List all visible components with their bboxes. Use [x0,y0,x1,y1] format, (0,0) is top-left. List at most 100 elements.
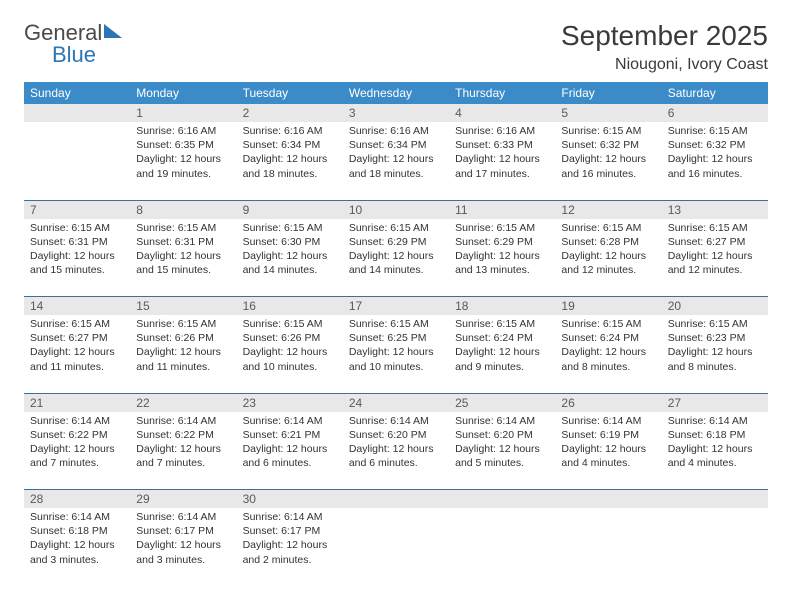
weekday-header: Thursday [449,82,555,104]
sunrise-line: Sunrise: 6:15 AM [349,221,443,235]
day-number: 25 [449,394,555,412]
day-cell: Sunrise: 6:14 AMSunset: 6:20 PMDaylight:… [343,412,449,490]
daynum-row: 123456 [24,104,768,122]
calendar-table: SundayMondayTuesdayWednesdayThursdayFrid… [24,82,768,586]
daylight-line: Daylight: 12 hours and 13 minutes. [455,249,549,277]
sunset-line: Sunset: 6:34 PM [243,138,337,152]
sunset-line: Sunset: 6:24 PM [561,331,655,345]
day-cell: Sunrise: 6:14 AMSunset: 6:18 PMDaylight:… [662,412,768,490]
day-number: 10 [343,201,449,219]
sunrise-line: Sunrise: 6:15 AM [349,317,443,331]
sunrise-line: Sunrise: 6:15 AM [455,317,549,331]
day-number: 16 [237,297,343,315]
day-cell: Sunrise: 6:14 AMSunset: 6:22 PMDaylight:… [24,412,130,490]
daylight-line: Daylight: 12 hours and 10 minutes. [349,345,443,373]
sunrise-line: Sunrise: 6:15 AM [30,221,124,235]
day-number: 17 [343,297,449,315]
sunset-line: Sunset: 6:34 PM [349,138,443,152]
content-row: Sunrise: 6:14 AMSunset: 6:22 PMDaylight:… [24,412,768,490]
day-cell: Sunrise: 6:15 AMSunset: 6:28 PMDaylight:… [555,219,661,297]
day-cell: Sunrise: 6:15 AMSunset: 6:32 PMDaylight:… [555,122,661,200]
day-cell: Sunrise: 6:14 AMSunset: 6:17 PMDaylight:… [237,508,343,586]
daylight-line: Daylight: 12 hours and 18 minutes. [243,152,337,180]
daylight-line: Daylight: 12 hours and 11 minutes. [136,345,230,373]
day-number-cell: 11 [449,200,555,219]
sunrise-line: Sunrise: 6:14 AM [136,414,230,428]
weekday-header: Monday [130,82,236,104]
sunrise-line: Sunrise: 6:14 AM [243,414,337,428]
day-number-cell: 19 [555,297,661,316]
day-content: Sunrise: 6:15 AMSunset: 6:24 PMDaylight:… [555,315,661,378]
sunset-line: Sunset: 6:31 PM [136,235,230,249]
empty-cell [662,508,768,586]
day-cell: Sunrise: 6:15 AMSunset: 6:29 PMDaylight:… [343,219,449,297]
sunrise-line: Sunrise: 6:15 AM [136,317,230,331]
daylight-line: Daylight: 12 hours and 7 minutes. [30,442,124,470]
day-number-cell: 14 [24,297,130,316]
day-content: Sunrise: 6:14 AMSunset: 6:17 PMDaylight:… [130,508,236,571]
day-content: Sunrise: 6:15 AMSunset: 6:29 PMDaylight:… [343,219,449,282]
day-content: Sunrise: 6:14 AMSunset: 6:20 PMDaylight:… [449,412,555,475]
header: General Blue September 2025 Niougoni, Iv… [24,20,768,74]
daylight-line: Daylight: 12 hours and 10 minutes. [243,345,337,373]
weekday-header: Wednesday [343,82,449,104]
day-cell: Sunrise: 6:15 AMSunset: 6:24 PMDaylight:… [555,315,661,393]
day-number-cell: 23 [237,393,343,412]
content-row: Sunrise: 6:14 AMSunset: 6:18 PMDaylight:… [24,508,768,586]
day-content: Sunrise: 6:16 AMSunset: 6:35 PMDaylight:… [130,122,236,185]
page-subtitle: Niougoni, Ivory Coast [561,56,768,74]
day-number-cell: 4 [449,104,555,122]
sunrise-line: Sunrise: 6:15 AM [561,221,655,235]
day-number-cell: 2 [237,104,343,122]
sunrise-line: Sunrise: 6:14 AM [30,414,124,428]
sunset-line: Sunset: 6:18 PM [668,428,762,442]
day-number-cell: 3 [343,104,449,122]
daynum-row: 21222324252627 [24,393,768,412]
daylight-line: Daylight: 12 hours and 3 minutes. [30,538,124,566]
day-content: Sunrise: 6:15 AMSunset: 6:23 PMDaylight:… [662,315,768,378]
content-row: Sunrise: 6:16 AMSunset: 6:35 PMDaylight:… [24,122,768,200]
sunset-line: Sunset: 6:32 PM [668,138,762,152]
weekday-header: Saturday [662,82,768,104]
page-title: September 2025 [561,20,768,52]
day-content: Sunrise: 6:15 AMSunset: 6:27 PMDaylight:… [662,219,768,282]
sunset-line: Sunset: 6:29 PM [349,235,443,249]
day-number-cell: 29 [130,490,236,509]
sunset-line: Sunset: 6:21 PM [243,428,337,442]
daylight-line: Daylight: 12 hours and 17 minutes. [455,152,549,180]
day-cell: Sunrise: 6:14 AMSunset: 6:19 PMDaylight:… [555,412,661,490]
sunrise-line: Sunrise: 6:16 AM [136,124,230,138]
sunrise-line: Sunrise: 6:15 AM [30,317,124,331]
daylight-line: Daylight: 12 hours and 14 minutes. [349,249,443,277]
day-cell: Sunrise: 6:14 AMSunset: 6:21 PMDaylight:… [237,412,343,490]
sunset-line: Sunset: 6:25 PM [349,331,443,345]
day-number-cell: 10 [343,200,449,219]
sunrise-line: Sunrise: 6:15 AM [455,221,549,235]
daynum-row: 78910111213 [24,200,768,219]
day-cell: Sunrise: 6:15 AMSunset: 6:25 PMDaylight:… [343,315,449,393]
daylight-line: Daylight: 12 hours and 16 minutes. [561,152,655,180]
daylight-line: Daylight: 12 hours and 5 minutes. [455,442,549,470]
daylight-line: Daylight: 12 hours and 7 minutes. [136,442,230,470]
day-content: Sunrise: 6:15 AMSunset: 6:31 PMDaylight:… [24,219,130,282]
day-number-cell: 18 [449,297,555,316]
day-number-cell: 30 [237,490,343,509]
sunrise-line: Sunrise: 6:14 AM [243,510,337,524]
sunrise-line: Sunrise: 6:14 AM [668,414,762,428]
daylight-line: Daylight: 12 hours and 19 minutes. [136,152,230,180]
sunrise-line: Sunrise: 6:14 AM [136,510,230,524]
day-number: 29 [130,490,236,508]
day-number-cell: 9 [237,200,343,219]
day-content: Sunrise: 6:16 AMSunset: 6:34 PMDaylight:… [343,122,449,185]
day-content: Sunrise: 6:14 AMSunset: 6:20 PMDaylight:… [343,412,449,475]
sunset-line: Sunset: 6:26 PM [243,331,337,345]
empty-daynum [555,490,661,509]
day-content: Sunrise: 6:14 AMSunset: 6:22 PMDaylight:… [130,412,236,475]
sunrise-line: Sunrise: 6:15 AM [561,317,655,331]
sunset-line: Sunset: 6:33 PM [455,138,549,152]
daylight-line: Daylight: 12 hours and 9 minutes. [455,345,549,373]
logo-wrap: General Blue [24,20,122,68]
day-content: Sunrise: 6:16 AMSunset: 6:33 PMDaylight:… [449,122,555,185]
day-cell: Sunrise: 6:15 AMSunset: 6:26 PMDaylight:… [237,315,343,393]
daylight-line: Daylight: 12 hours and 11 minutes. [30,345,124,373]
